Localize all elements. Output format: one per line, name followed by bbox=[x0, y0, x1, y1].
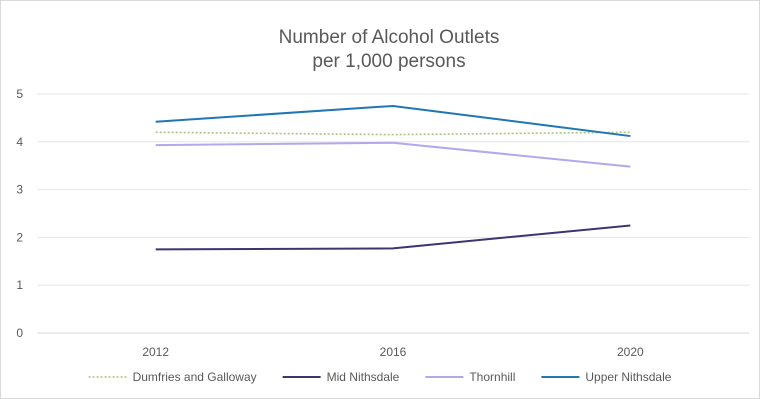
legend-label: Mid Nithsdale bbox=[327, 370, 400, 384]
y-tick-label: 5 bbox=[16, 87, 23, 101]
series-line-mid-nithsdale bbox=[155, 224, 631, 251]
y-tick-label: 2 bbox=[16, 230, 23, 244]
x-tick-label: 2012 bbox=[142, 345, 169, 359]
x-tick-label: 2016 bbox=[380, 345, 407, 359]
chart-title-line-2: per 1,000 persons bbox=[312, 51, 465, 72]
series-line-thornhill bbox=[155, 141, 631, 168]
legend-label: Dumfries and Galloway bbox=[133, 370, 257, 384]
legend-label: Upper Nithsdale bbox=[585, 370, 671, 384]
y-tick-label: 1 bbox=[16, 278, 23, 292]
gridlines bbox=[37, 93, 749, 334]
x-tick-label: 2020 bbox=[617, 345, 644, 359]
y-axis-ticks: 0 1 2 3 4 5 bbox=[16, 87, 23, 340]
legend-label: Thornhill bbox=[469, 370, 515, 384]
y-tick-label: 4 bbox=[16, 135, 23, 149]
series-line-dumfries-and-galloway bbox=[155, 131, 631, 136]
chart-title-line-1: Number of Alcohol Outlets bbox=[279, 27, 500, 48]
x-axis-ticks: 2012 2016 2020 bbox=[142, 345, 644, 359]
series-line-upper-nithsdale bbox=[155, 104, 631, 138]
y-tick-label: 3 bbox=[16, 183, 23, 197]
y-tick-label: 0 bbox=[16, 326, 23, 340]
series-lines bbox=[155, 104, 631, 251]
legend: Dumfries and Galloway Mid Nithsdale Thornh… bbox=[88, 370, 672, 384]
